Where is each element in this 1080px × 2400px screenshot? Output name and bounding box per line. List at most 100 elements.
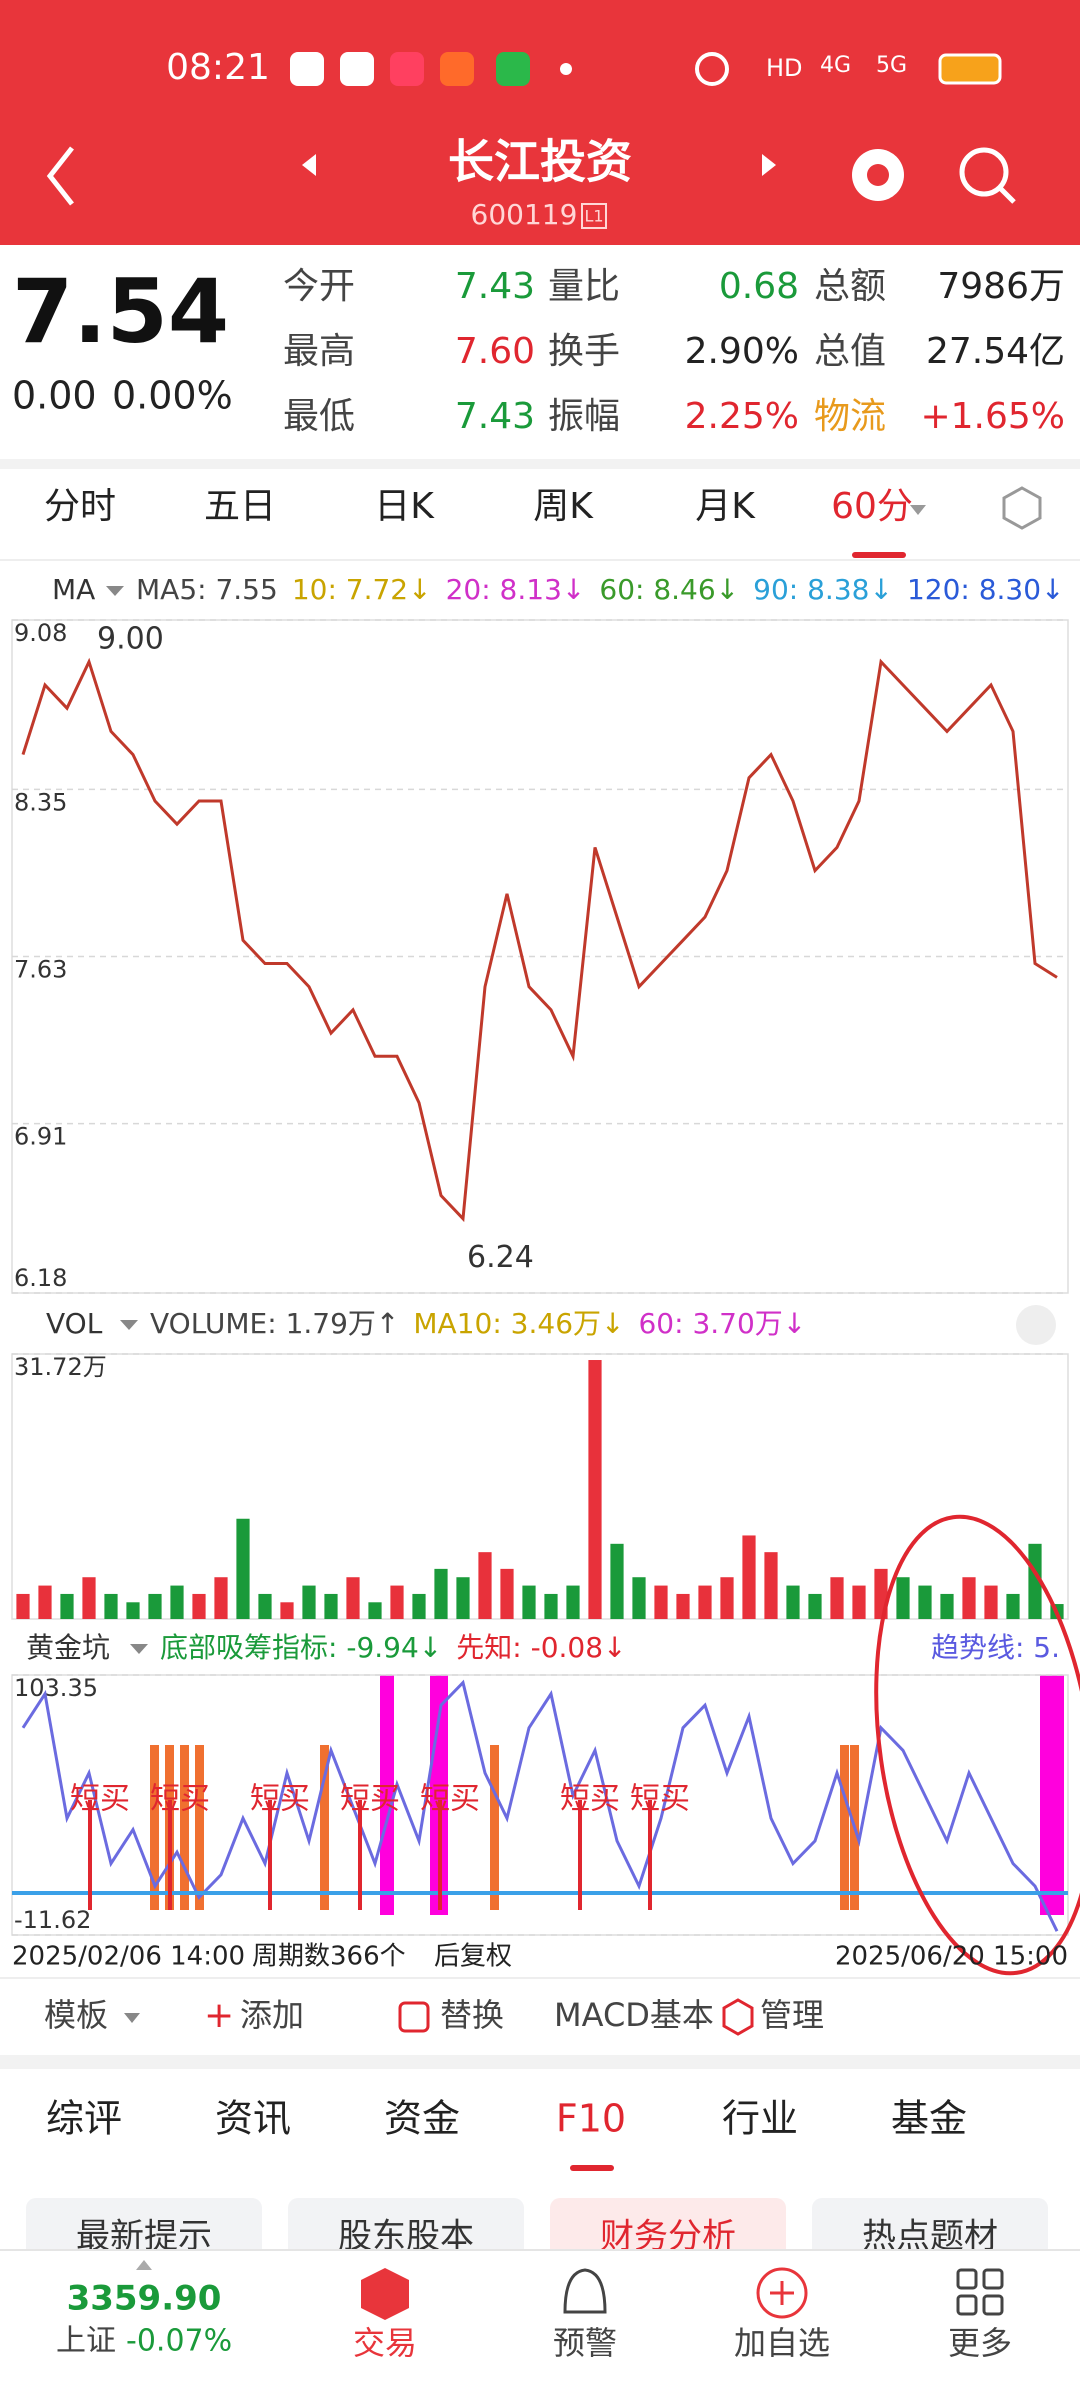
nav-label[interactable]: 预警 <box>553 2324 617 2362</box>
ma-legend: MA MA5: 7.55 10: 7.72↓ 20: 8.13↓ 60: 8.46↓ 90… <box>52 573 1080 606</box>
field-value: 7.43 <box>455 396 535 437</box>
divider <box>0 2055 1080 2069</box>
f10-tab[interactable]: 综评 <box>46 2097 122 2141</box>
period-tab[interactable]: 月K <box>695 486 756 527</box>
prev-stock[interactable] <box>302 154 316 176</box>
f10-tab[interactable]: 扫 <box>1079 2097 1080 2141</box>
price-chart: 9.08 8.35 7.63 6.91 6.18 9.00 6.24 <box>11 619 1069 1294</box>
period-tab[interactable]: 周K <box>533 486 594 527</box>
dropdown <box>910 505 926 515</box>
app-icon <box>496 52 530 86</box>
legend-item: MA5: 7.55 <box>136 573 278 606</box>
nav-label[interactable]: 交易 <box>353 2324 417 2362</box>
nav-icon[interactable] <box>756 2267 808 2319</box>
volume-bar <box>1006 1593 1020 1619</box>
stock-name: 长江投资 <box>448 135 632 189</box>
y-tick-label: 9.08 <box>14 619 67 647</box>
icon <box>398 2001 430 2033</box>
signal-bar <box>380 1675 394 1915</box>
field-label: 最低 <box>283 396 355 437</box>
volume-bar <box>500 1568 514 1619</box>
tool-item[interactable]: 管理 <box>760 1996 824 2034</box>
volume-bar <box>654 1585 668 1619</box>
expand-icon[interactable] <box>1016 1305 1056 1345</box>
f10-tab[interactable]: 基金 <box>891 2097 967 2141</box>
status-net: 4G <box>820 53 851 78</box>
legend-name: VOL <box>46 1307 103 1340</box>
search-icon[interactable] <box>959 147 1009 197</box>
volume-bar <box>280 1602 294 1619</box>
settings-icon[interactable] <box>1002 486 1042 530</box>
field-value: +1.65% <box>920 396 1065 437</box>
legend-item: 300: <box>1079 573 1080 606</box>
dot <box>560 63 572 75</box>
legend-item: 120: 8.30↓ <box>907 573 1065 606</box>
volume-bar <box>192 1593 206 1619</box>
period-tab[interactable]: 分时 <box>44 486 116 527</box>
signal-bar <box>150 1745 159 1910</box>
legend-item: 底部吸筹指标: -9.94↓ <box>160 1631 442 1664</box>
signal-label: 短买 <box>560 1782 620 1817</box>
volume-bar <box>566 1585 580 1619</box>
f10-tab[interactable]: 行业 <box>722 2097 798 2141</box>
volume-bar <box>148 1593 162 1619</box>
period-tab[interactable]: 五日 <box>204 486 276 527</box>
legend-item: 10: 7.72↓ <box>292 573 432 606</box>
search-handle <box>998 186 1016 204</box>
axis-adj: 后复权 <box>434 1942 512 1972</box>
signal-bar <box>840 1745 849 1910</box>
f10-tab[interactable]: 资金 <box>384 2097 460 2141</box>
nav-icon[interactable] <box>361 2268 409 2320</box>
volume-bar <box>1028 1543 1042 1619</box>
nav-icon-plus <box>770 2281 794 2305</box>
next-stock[interactable] <box>762 154 776 176</box>
f10-tabs: 综评 资讯 资金 F10 行业 基金 扫 <box>46 2097 1080 2141</box>
tool-item[interactable]: 模板 <box>44 1996 108 2034</box>
volume-bar <box>16 1593 30 1619</box>
tool-item[interactable]: 替换 <box>440 1996 504 2034</box>
status-time: 08:21 <box>166 47 270 88</box>
y-tick-label: -11.62 <box>14 1906 91 1934</box>
status-hd: HD <box>766 54 803 82</box>
icon <box>722 1998 754 2036</box>
field-value: 2.25% <box>685 396 799 437</box>
field-label: 总值 <box>814 331 886 372</box>
divider <box>0 459 1080 469</box>
indicator-legend: 黄金坑 底部吸筹指标: -9.94↓ 先知: -0.08↓ 趋势线: 5. <box>26 1631 1060 1664</box>
f10-tab[interactable]: F10 <box>556 2097 626 2141</box>
legend-item: 90: 8.38↓ <box>753 573 893 606</box>
legend-item: 20: 8.13↓ <box>446 573 586 606</box>
alarm-icon <box>695 52 729 86</box>
signal-label: 短买 <box>250 1782 310 1817</box>
data-line <box>21 657 1058 1223</box>
volume-bar <box>742 1535 756 1619</box>
app-icon <box>340 52 374 86</box>
volume-bar <box>302 1585 316 1619</box>
f10-underline <box>570 2165 614 2171</box>
caret <box>136 2260 152 2270</box>
nav-label[interactable]: 更多 <box>948 2324 1012 2362</box>
volume-bar <box>544 1593 558 1619</box>
y-tick-label: 7.63 <box>14 956 67 984</box>
period-tab[interactable]: 日K <box>374 486 435 527</box>
signal-label: 短买 <box>630 1782 690 1817</box>
legend-item: MA10: 3.46万↓ <box>413 1307 624 1340</box>
nav-label[interactable]: 加自选 <box>734 2324 830 2362</box>
tool-item[interactable]: 添加 <box>240 1996 304 2034</box>
legend-item: 60: 3.70万↓ <box>638 1307 806 1340</box>
bottom-nav: 交易 预警 加自选 更多 <box>353 2267 1012 2362</box>
period-tab[interactable]: 60分 <box>831 486 913 527</box>
nav-icon[interactable] <box>563 2268 607 2314</box>
index-pct: -0.07% <box>126 2324 232 2359</box>
tool-item[interactable]: MACD基本 <box>554 1996 714 2034</box>
change-pct: 0.00% <box>112 374 233 418</box>
f10-tab[interactable]: 资讯 <box>215 2097 291 2141</box>
annotation: 6.24 <box>467 1240 534 1275</box>
volume-bar <box>104 1593 118 1619</box>
nav-icon <box>982 2294 1004 2316</box>
field-value: 2.90% <box>685 331 799 372</box>
legend-dropdown <box>106 586 124 596</box>
back-button[interactable] <box>46 146 74 206</box>
volume-bar <box>522 1585 536 1619</box>
